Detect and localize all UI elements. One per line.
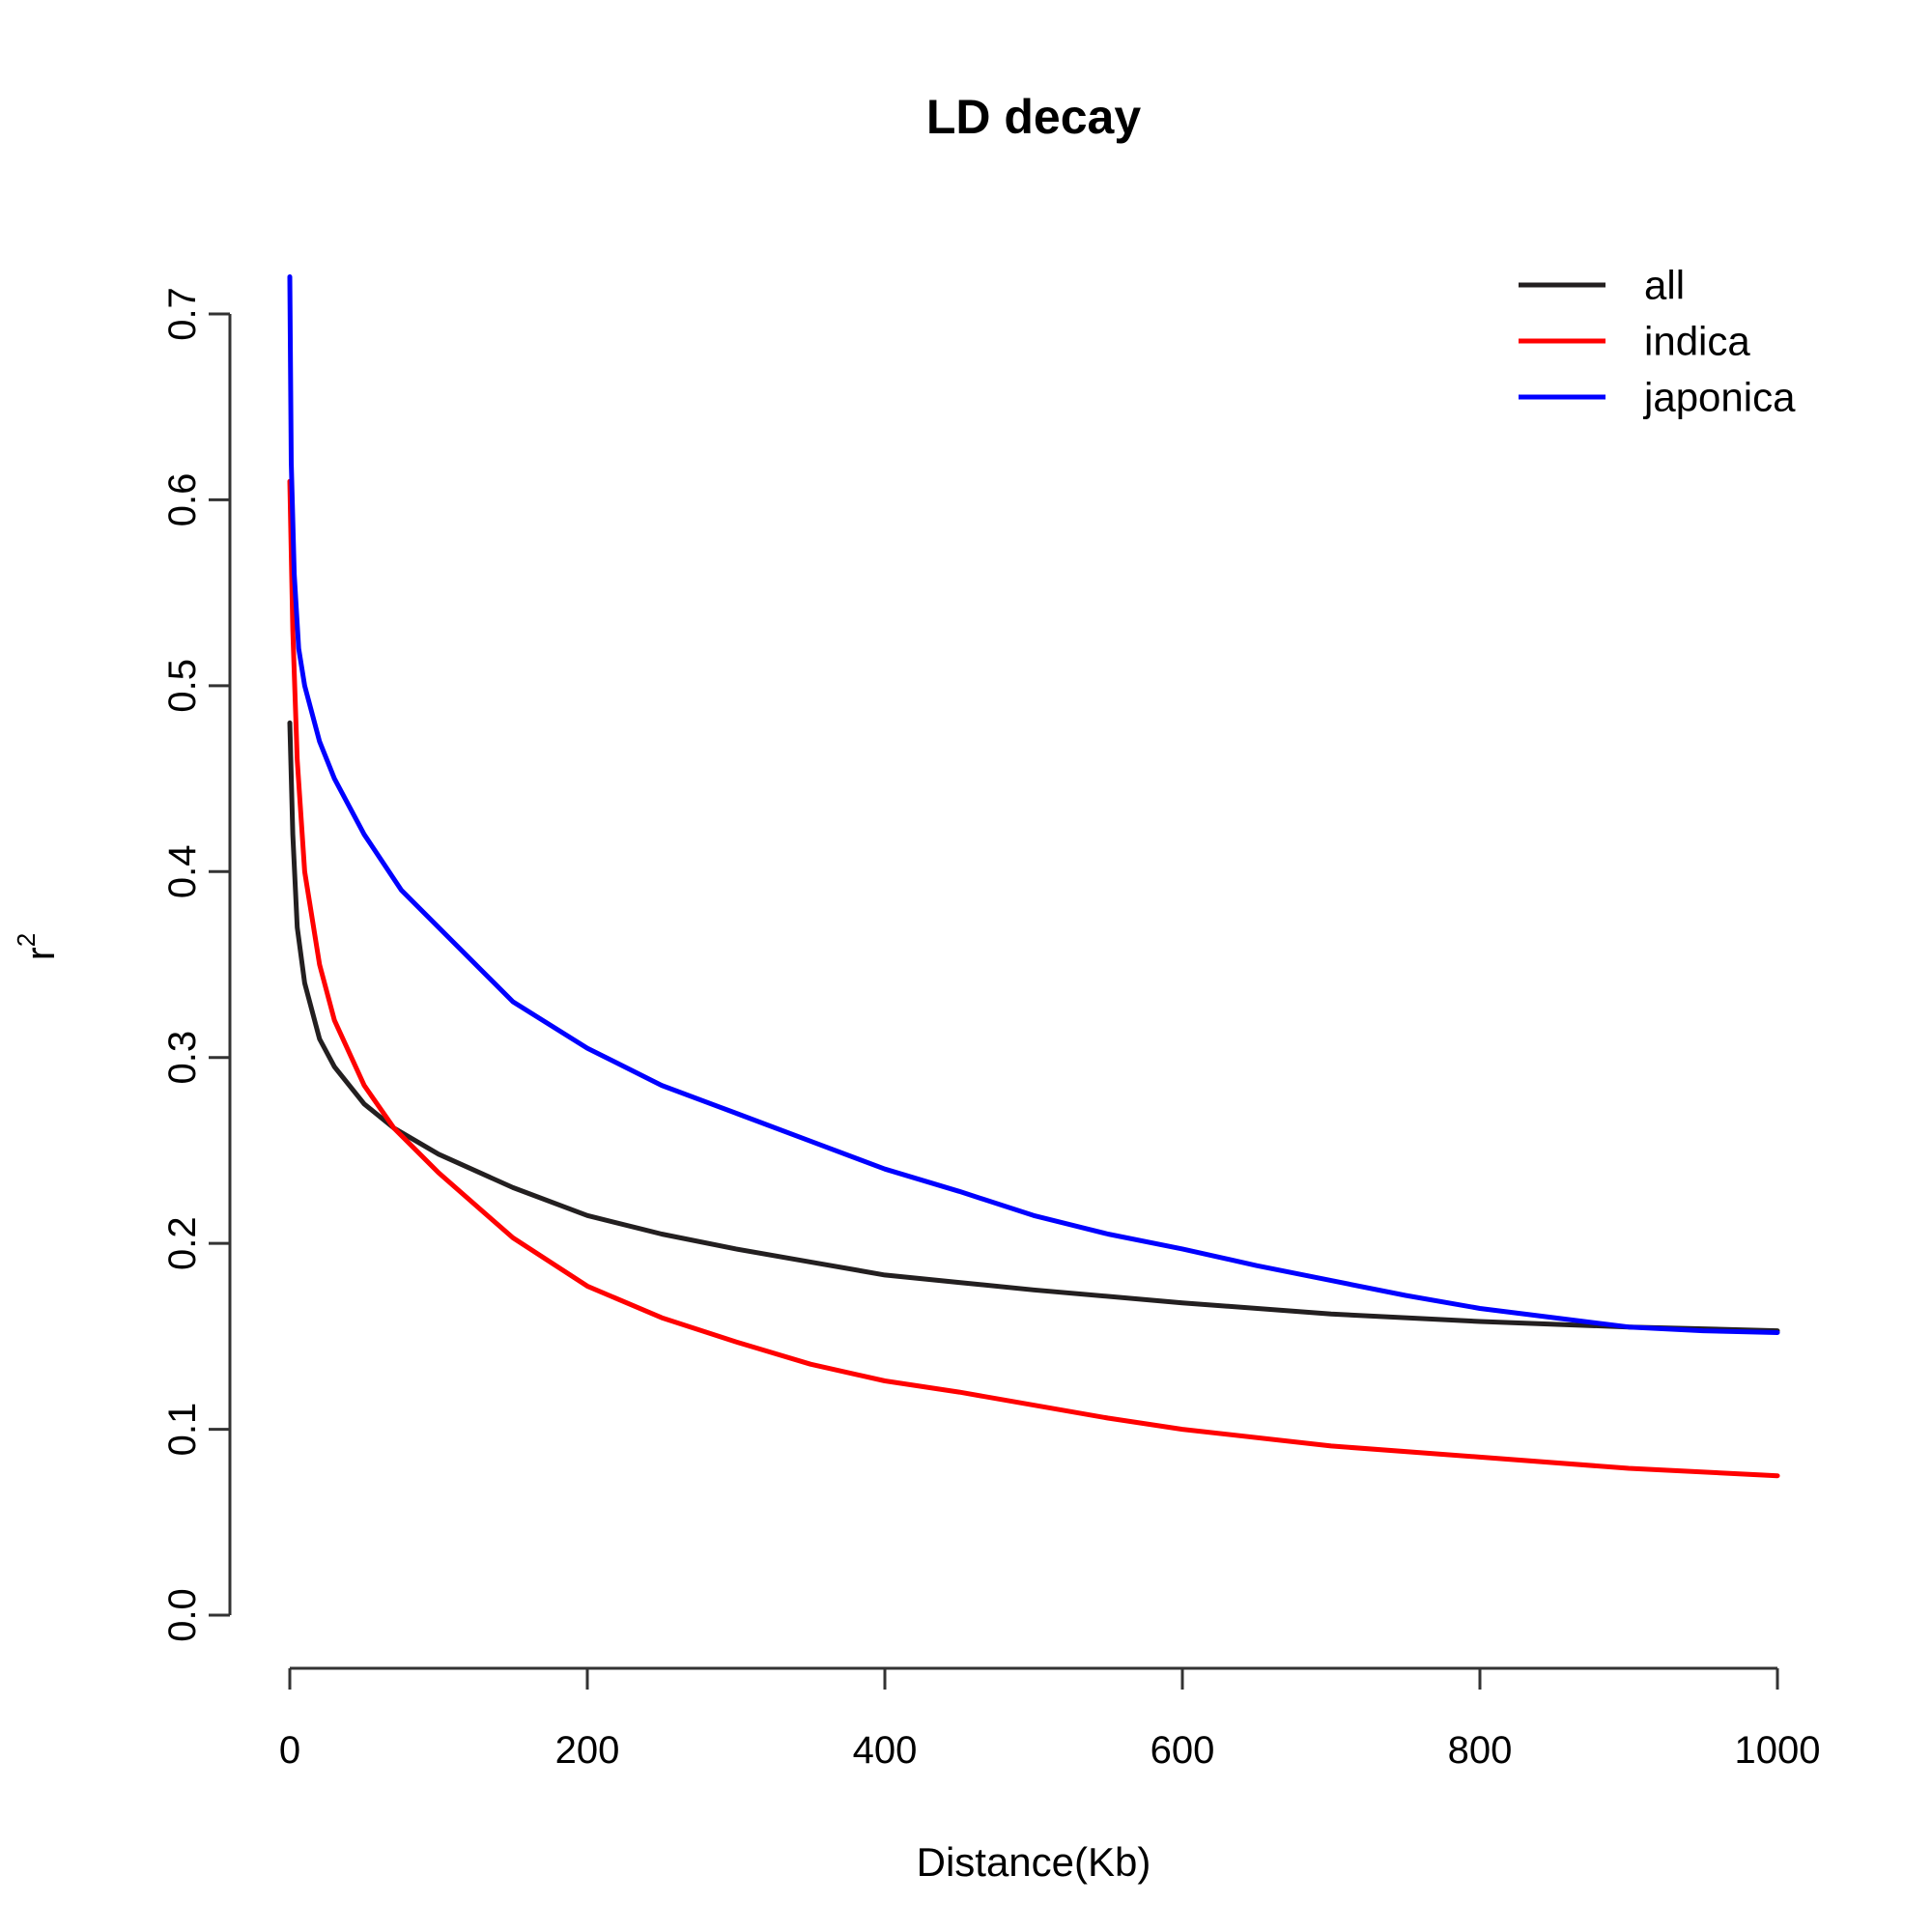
y-axis-label: r2	[12, 933, 63, 960]
y-tick-label: 0.6	[161, 473, 204, 527]
x-axis-label: Distance(Kb)	[917, 1839, 1151, 1885]
y-tick-label: 0.1	[161, 1403, 204, 1457]
y-axis-label-base: r	[17, 947, 63, 960]
x-axis: 0 200 400 600 800 1000	[279, 1666, 1821, 1772]
legend-label-indica: indica	[1644, 319, 1750, 364]
x-tick-label: 200	[555, 1729, 620, 1772]
chart-title: LD decay	[926, 90, 1142, 144]
y-tick-label: 0.4	[161, 844, 204, 898]
y-axis-label-superscript: 2	[12, 933, 41, 947]
x-tick-label: 800	[1448, 1729, 1513, 1772]
y-axis: 0.0 0.1 0.2 0.3 0.4 0.5 0.6 0.7	[161, 287, 232, 1642]
series-line-indica	[287, 478, 1780, 1479]
x-tick-label: 1000	[1735, 1729, 1821, 1772]
x-tick-label: 600	[1151, 1729, 1215, 1772]
series-group	[287, 274, 1780, 1479]
legend: all indica japonica	[1519, 263, 1796, 420]
legend-label-all: all	[1644, 263, 1685, 308]
y-tick-label: 0.5	[161, 659, 204, 713]
series-line-all	[287, 720, 1780, 1334]
y-tick-label: 0.0	[161, 1588, 204, 1642]
y-tick-label: 0.2	[161, 1216, 204, 1270]
x-tick-label: 400	[853, 1729, 918, 1772]
y-tick-label: 0.7	[161, 287, 204, 341]
x-tick-label: 0	[279, 1729, 300, 1772]
y-tick-label: 0.3	[161, 1031, 204, 1085]
legend-label-japonica: japonica	[1642, 375, 1796, 420]
series-line-japonica	[287, 274, 1780, 1335]
